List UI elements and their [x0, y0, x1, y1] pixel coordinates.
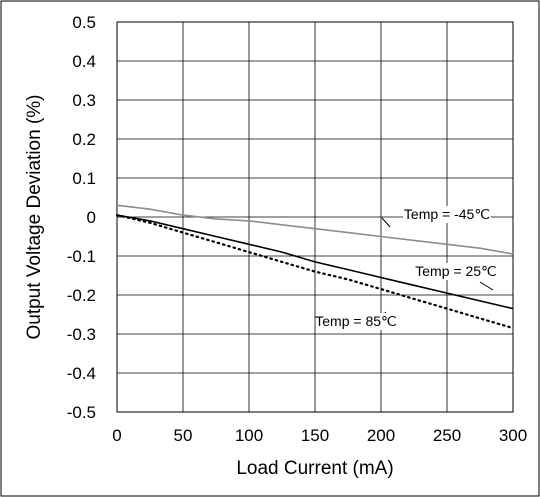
series-line-1	[116, 204, 514, 255]
annotation-leader-line	[479, 281, 494, 291]
x-tick-label: 300	[499, 426, 527, 445]
annotation-background	[316, 313, 396, 330]
plot-area-frame	[116, 21, 514, 413]
x-tick-label: 150	[301, 426, 329, 445]
x-tick-label: 0	[112, 426, 121, 445]
series-line-2	[116, 214, 514, 310]
series-annotation-label: Temp = -45℃	[404, 206, 490, 222]
tick-labels: 0 50 100 150 200 250 300 0.5 0.4 0.3 0.2 0.1 0 -0.1 -0…	[67, 13, 527, 445]
x-axis-title: Load Current (mA)	[236, 458, 393, 479]
series-annotation-label: Temp = 25℃	[415, 263, 496, 279]
annotation-leader-line	[381, 217, 391, 228]
annotation-background	[416, 263, 496, 280]
annotation-background	[403, 206, 491, 223]
y-tick-label: -0.2	[67, 286, 96, 305]
x-tick-label: 200	[367, 426, 395, 445]
x-tick-label: 50	[174, 426, 193, 445]
y-tick-label: 0.4	[72, 52, 96, 71]
series-line-3	[115, 214, 515, 330]
grid	[116, 21, 514, 413]
y-tick-label: -0.3	[67, 325, 96, 344]
y-tick-label: -0.1	[67, 247, 96, 266]
x-tick-label: 100	[235, 426, 263, 445]
series-layer	[115, 204, 515, 330]
y-tick-label: -0.4	[67, 364, 96, 383]
y-tick-label: 0	[87, 208, 96, 227]
annotations: Temp = -45℃ Temp = 25℃ Temp = 85℃	[315, 206, 497, 330]
series-annotation-label: Temp = 85℃	[315, 313, 396, 329]
x-tick-label: 250	[433, 426, 461, 445]
y-axis-title: Output Voltage Deviation (%)	[24, 94, 45, 339]
y-tick-label: 0.5	[72, 13, 96, 32]
y-tick-label: -0.5	[67, 403, 96, 422]
y-tick-label: 0.3	[72, 91, 96, 110]
y-tick-label: 0.1	[72, 169, 96, 188]
y-tick-label: 0.2	[72, 130, 96, 149]
